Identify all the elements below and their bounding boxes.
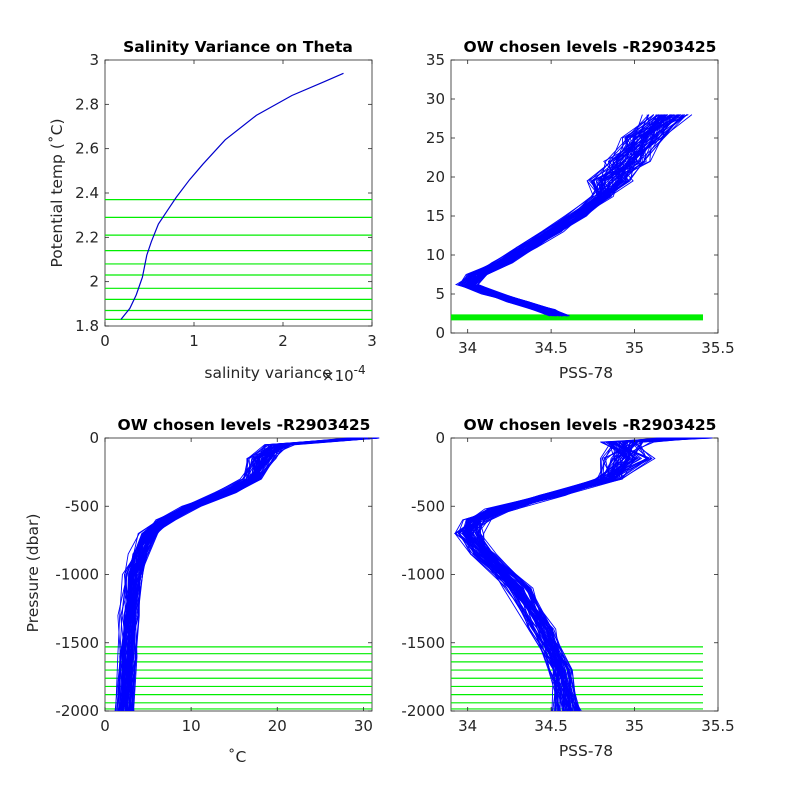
x-tick-label: 20 [268, 717, 287, 735]
profile-line [467, 437, 682, 712]
chart-marks: 0 10 20 30 -2000 -1500 -1000 -500 0 [55, 429, 380, 735]
chart-title: OW chosen levels -R2903425 [464, 38, 717, 56]
y-tick-label: 2.4 [75, 184, 99, 202]
y-tick-label: 1.8 [75, 317, 99, 335]
x-tick-label: 35.5 [701, 717, 734, 735]
x-tick-label: 35 [625, 339, 644, 357]
profile-line [470, 114, 688, 317]
y-tick-label: -2000 [401, 702, 445, 720]
y-axis-label: Potential temp (˚C) [48, 119, 66, 268]
x-axis-label: salinity variance [204, 364, 331, 382]
chart-title: OW chosen levels -R2903425 [118, 416, 371, 434]
y-tick-label: -2000 [55, 702, 99, 720]
panel-salinity-variance: 0 1 2 3 1.8 2 2.2 2.4 2.6 2.8 3 Salinity Variance … [48, 38, 377, 385]
y-tick-label: -500 [411, 497, 445, 515]
y-tick-label: 2.6 [75, 140, 99, 158]
chart-marks: 0 1 2 3 1.8 2 2.2 2.4 2.6 2.8 3 [75, 51, 377, 350]
y-tick-label: 30 [426, 90, 445, 108]
panel-ow-levels-temperature: 0 10 20 30 -2000 -1500 -1000 -500 0 OW chosen le… [24, 416, 380, 766]
panel-ow-levels-salinity-pressure: 34 34.5 35 35.5 -2000 -1500 -1000 -500 0 OW chos… [401, 416, 734, 760]
x-tick-label: 10 [182, 717, 201, 735]
y-tick-label: 0 [435, 324, 445, 342]
profile-line [468, 114, 685, 317]
y-tick-label: 0 [435, 429, 445, 447]
y-axis-label: Pressure (dbar) [24, 514, 42, 633]
y-tick-label: -1500 [401, 634, 445, 652]
x-tick-label: 2 [278, 332, 288, 350]
y-tick-label: 2.2 [75, 228, 99, 246]
y-tick-label: 2 [89, 273, 99, 291]
y-tick-label: 5 [435, 285, 445, 303]
chart-marks: 34 34.5 35 35.5 -2000 -1500 -1000 -500 0 [401, 429, 734, 735]
chart-title: OW chosen levels -R2903425 [464, 416, 717, 434]
profile-line [468, 437, 684, 712]
y-tick-label: 15 [426, 207, 445, 225]
y-tick-label: 20 [426, 168, 445, 186]
x-axis-label: ˚C [228, 748, 247, 766]
y-tick-label: 35 [426, 51, 445, 69]
profile-line [119, 437, 372, 712]
plot-area [450, 59, 719, 334]
x-tick-label: 34 [458, 339, 477, 357]
x-tick-label: 3 [367, 332, 377, 350]
profile-line [454, 437, 664, 712]
y-tick-label: -1500 [55, 634, 99, 652]
x-tick-label: 34 [458, 717, 477, 735]
profile-line [468, 114, 674, 317]
profile-line [125, 437, 378, 712]
y-tick-label: -1000 [401, 566, 445, 584]
x-tick-label: 30 [354, 717, 373, 735]
x-axis-label: PSS-78 [559, 364, 613, 382]
profile-line [470, 437, 684, 712]
plot-area [104, 59, 373, 327]
profile-line [476, 437, 701, 712]
x-tick-label: 35 [625, 717, 644, 735]
profile-line [464, 437, 665, 712]
y-tick-label: 10 [426, 246, 445, 264]
y-tick-label: 3 [89, 51, 99, 69]
profile-line [473, 114, 688, 317]
panel-ow-levels-salinity-theta: 34 34.5 35 35.5 0 5 10 15 20 25 30 35 OW chosen lev… [426, 38, 735, 382]
chart-marks: 34 34.5 35 35.5 0 5 10 15 20 25 30 35 [426, 51, 735, 357]
profile-line [471, 114, 657, 317]
x-tick-label: 0 [100, 332, 110, 350]
y-tick-label: 2.8 [75, 95, 99, 113]
profile-line [119, 437, 357, 712]
x-tick-label: 35.5 [701, 339, 734, 357]
y-tick-label: 25 [426, 129, 445, 147]
y-tick-label: -1000 [55, 566, 99, 584]
x-axis-exponent: ×10-4 [322, 363, 366, 385]
x-tick-label: 0 [100, 717, 110, 735]
profile-line [132, 437, 367, 712]
chart-title: Salinity Variance on Theta [123, 38, 353, 56]
profile-line [120, 72, 344, 320]
profile-line [457, 437, 660, 712]
x-tick-label: 34.5 [534, 339, 567, 357]
x-axis-label: PSS-78 [559, 742, 613, 760]
profile-line [125, 437, 369, 712]
y-tick-label: 0 [89, 429, 99, 447]
x-tick-label: 1 [189, 332, 199, 350]
x-tick-label: 34.5 [534, 717, 567, 735]
profile-line [121, 437, 360, 712]
y-tick-label: -500 [65, 497, 99, 515]
profile-line [478, 437, 703, 712]
